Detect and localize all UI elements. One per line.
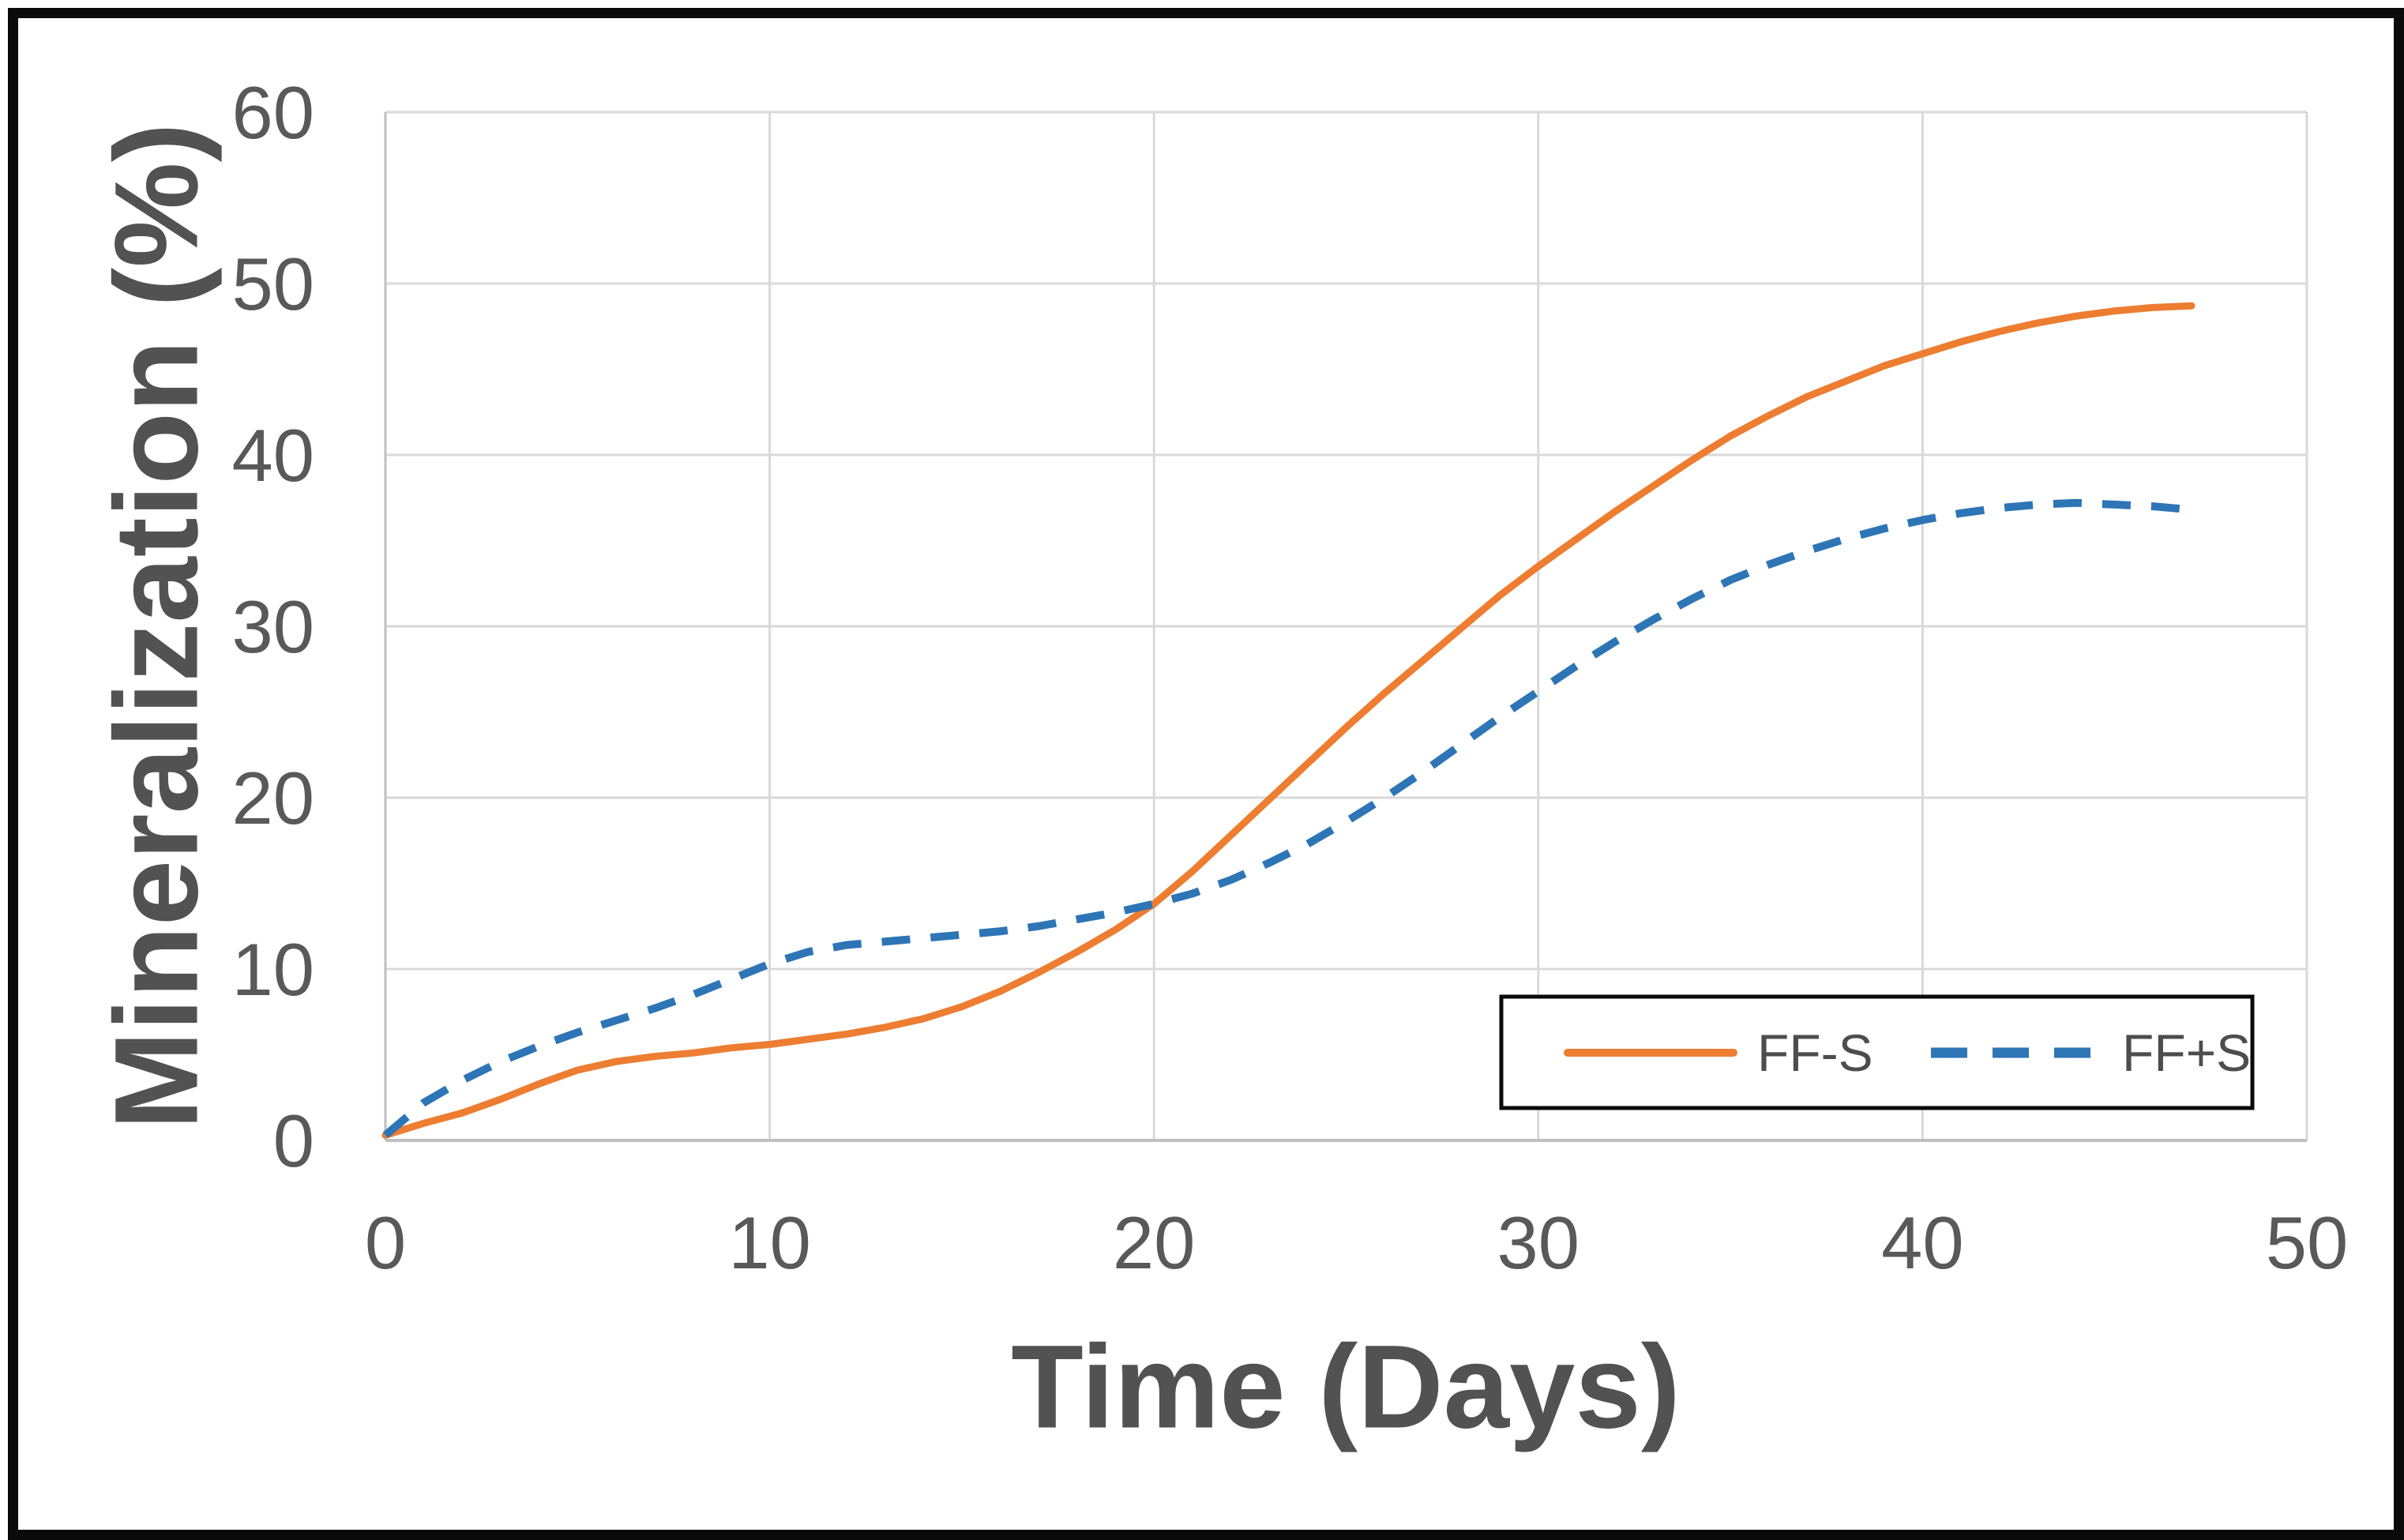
gridlines [384, 111, 2308, 1142]
y-axis-tick-labels: 0 10 20 30 40 50 60 [231, 71, 314, 1182]
legend-label-ffps: FF+S [2122, 1024, 2251, 1082]
x-tick-label: 0 [365, 1201, 406, 1284]
plot-series [381, 302, 2196, 1139]
x-tick-label: 10 [728, 1201, 811, 1284]
legend-label-ffs: FF-S [1757, 1024, 1873, 1082]
x-tick-label: 20 [1113, 1201, 1196, 1284]
series-line-dashed [382, 498, 2192, 1139]
series-line-solid [381, 302, 2196, 1139]
axis-lines [384, 112, 2307, 1142]
y-tick-label: 10 [231, 928, 314, 1011]
x-axis-title: Time (Days) [1011, 1320, 1681, 1453]
y-tick-label: 0 [273, 1099, 314, 1182]
y-tick-label: 60 [231, 71, 314, 154]
y-tick-label: 40 [231, 414, 314, 497]
y-tick-label: 50 [231, 242, 314, 325]
x-tick-label: 50 [2266, 1201, 2349, 1284]
y-tick-label: 20 [231, 757, 314, 839]
x-tick-label: 40 [1881, 1201, 1964, 1284]
x-tick-label: 30 [1497, 1201, 1580, 1284]
y-axis-title: Mineralization (%) [90, 122, 223, 1129]
legend: FF-S FF+S [1499, 994, 2255, 1110]
x-axis-tick-labels: 0 10 20 30 40 50 [365, 1201, 2348, 1284]
y-tick-label: 30 [231, 585, 314, 668]
